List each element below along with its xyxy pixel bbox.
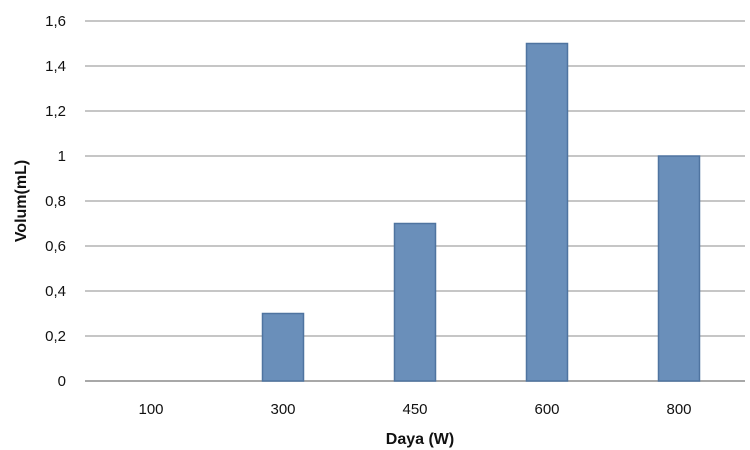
bar-800 bbox=[657, 155, 701, 382]
y-tick-label: 0,4 bbox=[45, 283, 66, 300]
x-tick-label: 300 bbox=[270, 401, 295, 418]
x-tick-label: 450 bbox=[402, 401, 427, 418]
x-tick-label: 100 bbox=[138, 401, 163, 418]
y-tick-label: 1,6 bbox=[45, 13, 66, 30]
y-tick-label: 1,2 bbox=[45, 103, 66, 120]
x-tick-label: 800 bbox=[666, 401, 691, 418]
bars bbox=[261, 42, 701, 382]
y-tick-label: 0,2 bbox=[45, 328, 66, 345]
x-tick-label: 600 bbox=[534, 401, 559, 418]
bar-300 bbox=[261, 312, 305, 382]
y-tick-label: 0,6 bbox=[45, 238, 66, 255]
x-axis-tick-labels: 100 300 450 600 800 bbox=[138, 401, 691, 418]
bar-600 bbox=[525, 42, 569, 382]
y-axis-tick-labels: 0 0,2 0,4 0,6 0,8 1 1,2 1,4 1,6 bbox=[45, 13, 66, 390]
y-tick-label: 0,8 bbox=[45, 193, 66, 210]
bar-450 bbox=[393, 222, 437, 382]
y-tick-label: 0 bbox=[58, 373, 66, 390]
x-axis-title: Daya (W) bbox=[386, 431, 454, 448]
y-axis-title: Volum(mL) bbox=[13, 160, 30, 242]
y-tick-label: 1,4 bbox=[45, 58, 66, 75]
gridlines bbox=[85, 20, 745, 382]
y-tick-label: 1 bbox=[58, 148, 66, 165]
